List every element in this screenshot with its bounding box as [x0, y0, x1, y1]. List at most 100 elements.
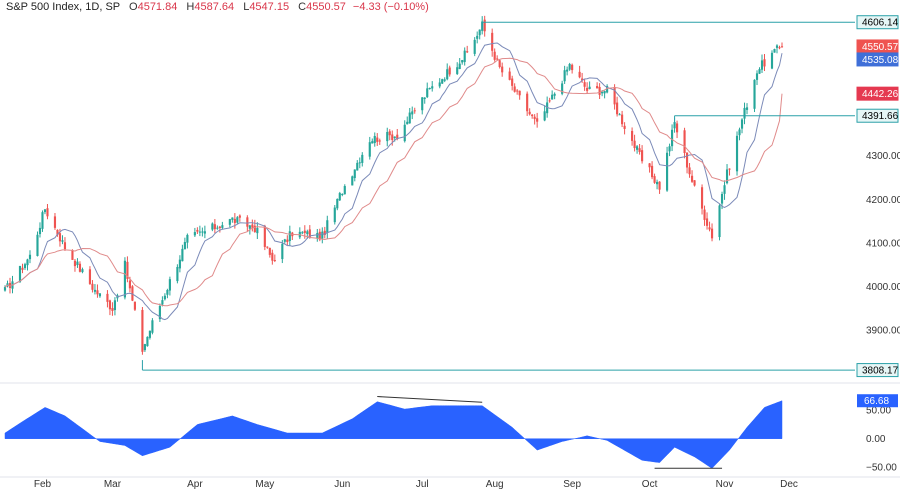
change-value: −4.33 (−0.10%) [352, 1, 429, 13]
candle [378, 138, 381, 145]
candle [760, 54, 764, 73]
divergence-line[interactable] [377, 396, 483, 403]
candle [236, 216, 239, 224]
candle [700, 184, 704, 215]
candle [563, 65, 566, 84]
candle [216, 225, 219, 230]
candle [526, 91, 529, 116]
candle [18, 265, 22, 283]
candle [321, 227, 324, 244]
y-tick-label: 4100.00 [866, 238, 900, 249]
ma-slow-line [4, 57, 783, 307]
candle [636, 145, 639, 154]
x-tick-label: Nov [716, 479, 734, 489]
candle [218, 225, 221, 233]
x-tick-label: Aug [486, 479, 504, 489]
candle [456, 62, 459, 75]
chart-header: S&P 500 Index, 1D, SP O4571.84 H4587.64 … [6, 1, 429, 13]
candle [176, 264, 179, 284]
y-tick-label: 3900.00 [866, 326, 900, 337]
candle [703, 205, 706, 226]
candle [561, 80, 564, 96]
ma-fast-line [4, 42, 783, 321]
y-tick-label: 4000.00 [866, 282, 900, 293]
candle [168, 276, 171, 296]
candle [271, 249, 274, 265]
candle [411, 106, 414, 120]
price-tag-label: 4442.26 [862, 89, 899, 100]
candle [283, 238, 286, 244]
candle [603, 90, 606, 99]
candle [428, 87, 431, 90]
candle [123, 257, 126, 300]
price-pane[interactable] [0, 15, 900, 384]
x-tick-label: May [255, 479, 274, 489]
candle [508, 67, 511, 81]
candle [443, 77, 446, 83]
candle [253, 219, 256, 233]
candle [163, 293, 166, 301]
candle [683, 127, 686, 159]
candle [268, 247, 271, 258]
candle [513, 83, 516, 93]
candle [548, 97, 551, 103]
candle [408, 107, 411, 124]
candle [158, 303, 161, 322]
oscillator-pane[interactable] [4, 396, 783, 469]
candle [658, 181, 661, 194]
candle [578, 65, 581, 79]
candle [88, 266, 92, 285]
candle [743, 102, 746, 125]
candle [186, 233, 189, 249]
candle [91, 280, 94, 293]
candle [126, 256, 129, 283]
x-tick-label: Jun [334, 479, 350, 489]
candle [161, 296, 164, 307]
candle [728, 168, 731, 176]
candle [745, 103, 749, 115]
candle [371, 138, 374, 144]
candle [341, 193, 344, 197]
candle [351, 175, 354, 186]
candle [356, 160, 359, 171]
candle [78, 261, 82, 273]
candle [723, 180, 726, 200]
candle [571, 63, 574, 74]
candle [36, 231, 39, 257]
candle [553, 92, 556, 100]
candle [463, 47, 466, 66]
candle [106, 290, 109, 308]
candle [213, 218, 216, 234]
candle [323, 226, 326, 239]
candle [281, 240, 284, 264]
candle [21, 263, 24, 274]
candle [448, 65, 451, 77]
candle [178, 255, 181, 273]
candle [588, 81, 591, 90]
candle [693, 180, 696, 187]
candles [3, 15, 784, 355]
candle [653, 173, 656, 184]
candle [581, 72, 584, 83]
candle [458, 58, 461, 70]
low-label: L [243, 1, 250, 13]
x-tick-label: Feb [34, 479, 52, 489]
candle [543, 105, 546, 122]
candle [656, 179, 659, 190]
candle [598, 83, 601, 100]
candle [338, 191, 341, 201]
candle [491, 28, 494, 57]
y-tick-label: 4300.00 [866, 151, 900, 162]
candle [596, 82, 599, 89]
candle [358, 157, 361, 169]
candle [511, 75, 514, 91]
candle [343, 184, 346, 195]
candle [61, 235, 64, 245]
candle [133, 301, 136, 311]
price-axis: 3900.00 4000.00 4100.00 4200.00 4300.00 4606.… [856, 15, 900, 474]
candle [231, 217, 234, 223]
candle [623, 122, 626, 135]
candle [256, 222, 259, 240]
candle [198, 225, 201, 237]
